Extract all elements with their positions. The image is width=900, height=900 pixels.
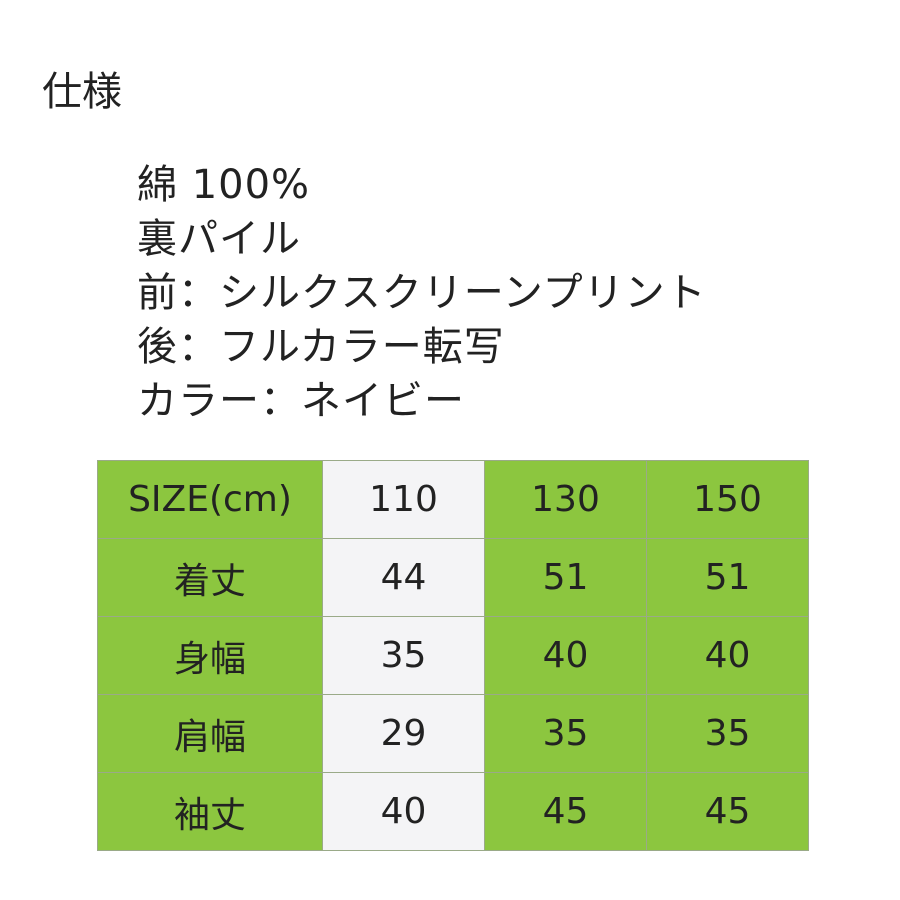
value-cell: 45 — [484, 772, 647, 851]
value-cell: 44 — [322, 538, 485, 617]
header-cell: SIZE(cm) — [97, 460, 323, 539]
value-cell: 35 — [484, 694, 647, 773]
spec-front-print: 前：シルクスクリーンプリント — [137, 270, 707, 316]
value-cell: 51 — [646, 538, 809, 617]
spec-lining: 裏パイル — [137, 216, 301, 262]
header-cell: 130 — [484, 460, 647, 539]
value-cell: 35 — [646, 694, 809, 773]
value-cell: 35 — [322, 616, 485, 695]
value-cell: 40 — [322, 772, 485, 851]
row-label-cell: 身幅 — [97, 616, 323, 695]
header-cell: 110 — [322, 460, 485, 539]
table-row: 肩幅 29 35 35 — [97, 694, 809, 773]
spec-back-print: 後：フルカラー転写 — [137, 324, 505, 370]
table-row: 着丈 44 51 51 — [97, 538, 809, 617]
spec-list: 綿 100% 裏パイル 前：シルクスクリーンプリント 後：フルカラー転写 カラー… — [137, 158, 707, 428]
value-cell: 40 — [646, 616, 809, 695]
size-table: SIZE(cm) 110 130 150 着丈 44 51 51 身幅 35 40 40 肩幅 29 35 3… — [97, 460, 809, 851]
page-title: 仕様 — [42, 69, 122, 115]
value-cell: 45 — [646, 772, 809, 851]
table-row: 袖丈 40 45 45 — [97, 772, 809, 851]
value-cell: 40 — [484, 616, 647, 695]
table-header-row: SIZE(cm) 110 130 150 — [97, 460, 809, 539]
spec-material: 綿 100% — [137, 162, 311, 208]
header-cell: 150 — [646, 460, 809, 539]
value-cell: 51 — [484, 538, 647, 617]
row-label-cell: 肩幅 — [97, 694, 323, 773]
value-cell: 29 — [322, 694, 485, 773]
row-label-cell: 袖丈 — [97, 772, 323, 851]
spec-color: カラー：ネイビー — [137, 378, 465, 424]
row-label-cell: 着丈 — [97, 538, 323, 617]
table-row: 身幅 35 40 40 — [97, 616, 809, 695]
